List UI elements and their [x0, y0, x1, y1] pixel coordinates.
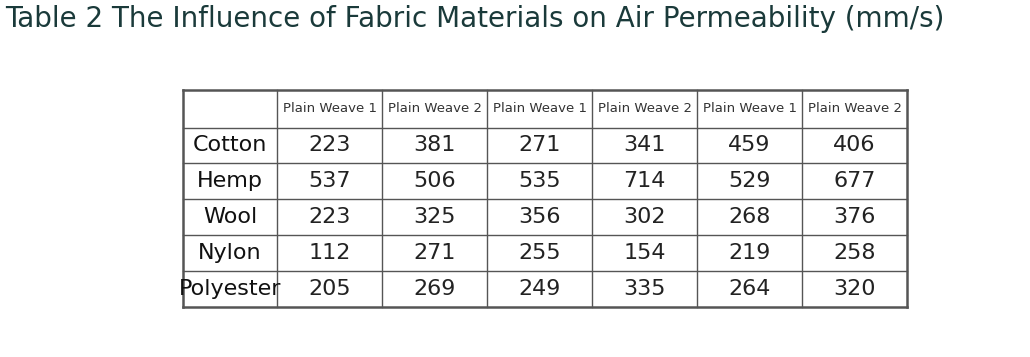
Text: 302: 302 [623, 207, 665, 227]
Text: 264: 264 [728, 279, 770, 299]
Text: 341: 341 [623, 136, 665, 156]
Text: 255: 255 [518, 243, 561, 263]
Text: 223: 223 [308, 136, 351, 156]
Text: 677: 677 [833, 171, 876, 191]
Text: Nylon: Nylon [199, 243, 262, 263]
Text: 356: 356 [518, 207, 561, 227]
Text: 320: 320 [833, 279, 876, 299]
Text: 223: 223 [308, 207, 351, 227]
Text: 381: 381 [413, 136, 456, 156]
Text: 714: 714 [623, 171, 665, 191]
Text: 258: 258 [833, 243, 876, 263]
Text: 271: 271 [518, 136, 560, 156]
Text: Table 2 The Influence of Fabric Materials on Air Permeability (mm/s): Table 2 The Influence of Fabric Material… [5, 5, 945, 33]
Text: 535: 535 [518, 171, 561, 191]
Text: 529: 529 [728, 171, 770, 191]
Text: 205: 205 [308, 279, 351, 299]
Text: 154: 154 [623, 243, 665, 263]
Text: 335: 335 [623, 279, 665, 299]
Text: 376: 376 [833, 207, 876, 227]
Text: 325: 325 [413, 207, 456, 227]
Text: Hemp: Hemp [197, 171, 263, 191]
Text: 271: 271 [413, 243, 456, 263]
Text: 112: 112 [308, 243, 351, 263]
Text: Plain Weave 1: Plain Weave 1 [282, 102, 377, 115]
Text: 269: 269 [413, 279, 456, 299]
Text: Plain Weave 2: Plain Weave 2 [597, 102, 691, 115]
Text: Plain Weave 2: Plain Weave 2 [808, 102, 901, 115]
Text: Plain Weave 2: Plain Weave 2 [387, 102, 482, 115]
Text: 459: 459 [728, 136, 770, 156]
Text: 268: 268 [728, 207, 770, 227]
Text: 249: 249 [518, 279, 560, 299]
Text: Cotton: Cotton [193, 136, 267, 156]
Text: Plain Weave 1: Plain Weave 1 [702, 102, 796, 115]
Text: 406: 406 [833, 136, 876, 156]
Text: Wool: Wool [203, 207, 258, 227]
Text: 506: 506 [413, 171, 456, 191]
Text: Polyester: Polyester [179, 279, 281, 299]
Text: Plain Weave 1: Plain Weave 1 [492, 102, 587, 115]
Text: 219: 219 [728, 243, 770, 263]
Text: 537: 537 [308, 171, 351, 191]
